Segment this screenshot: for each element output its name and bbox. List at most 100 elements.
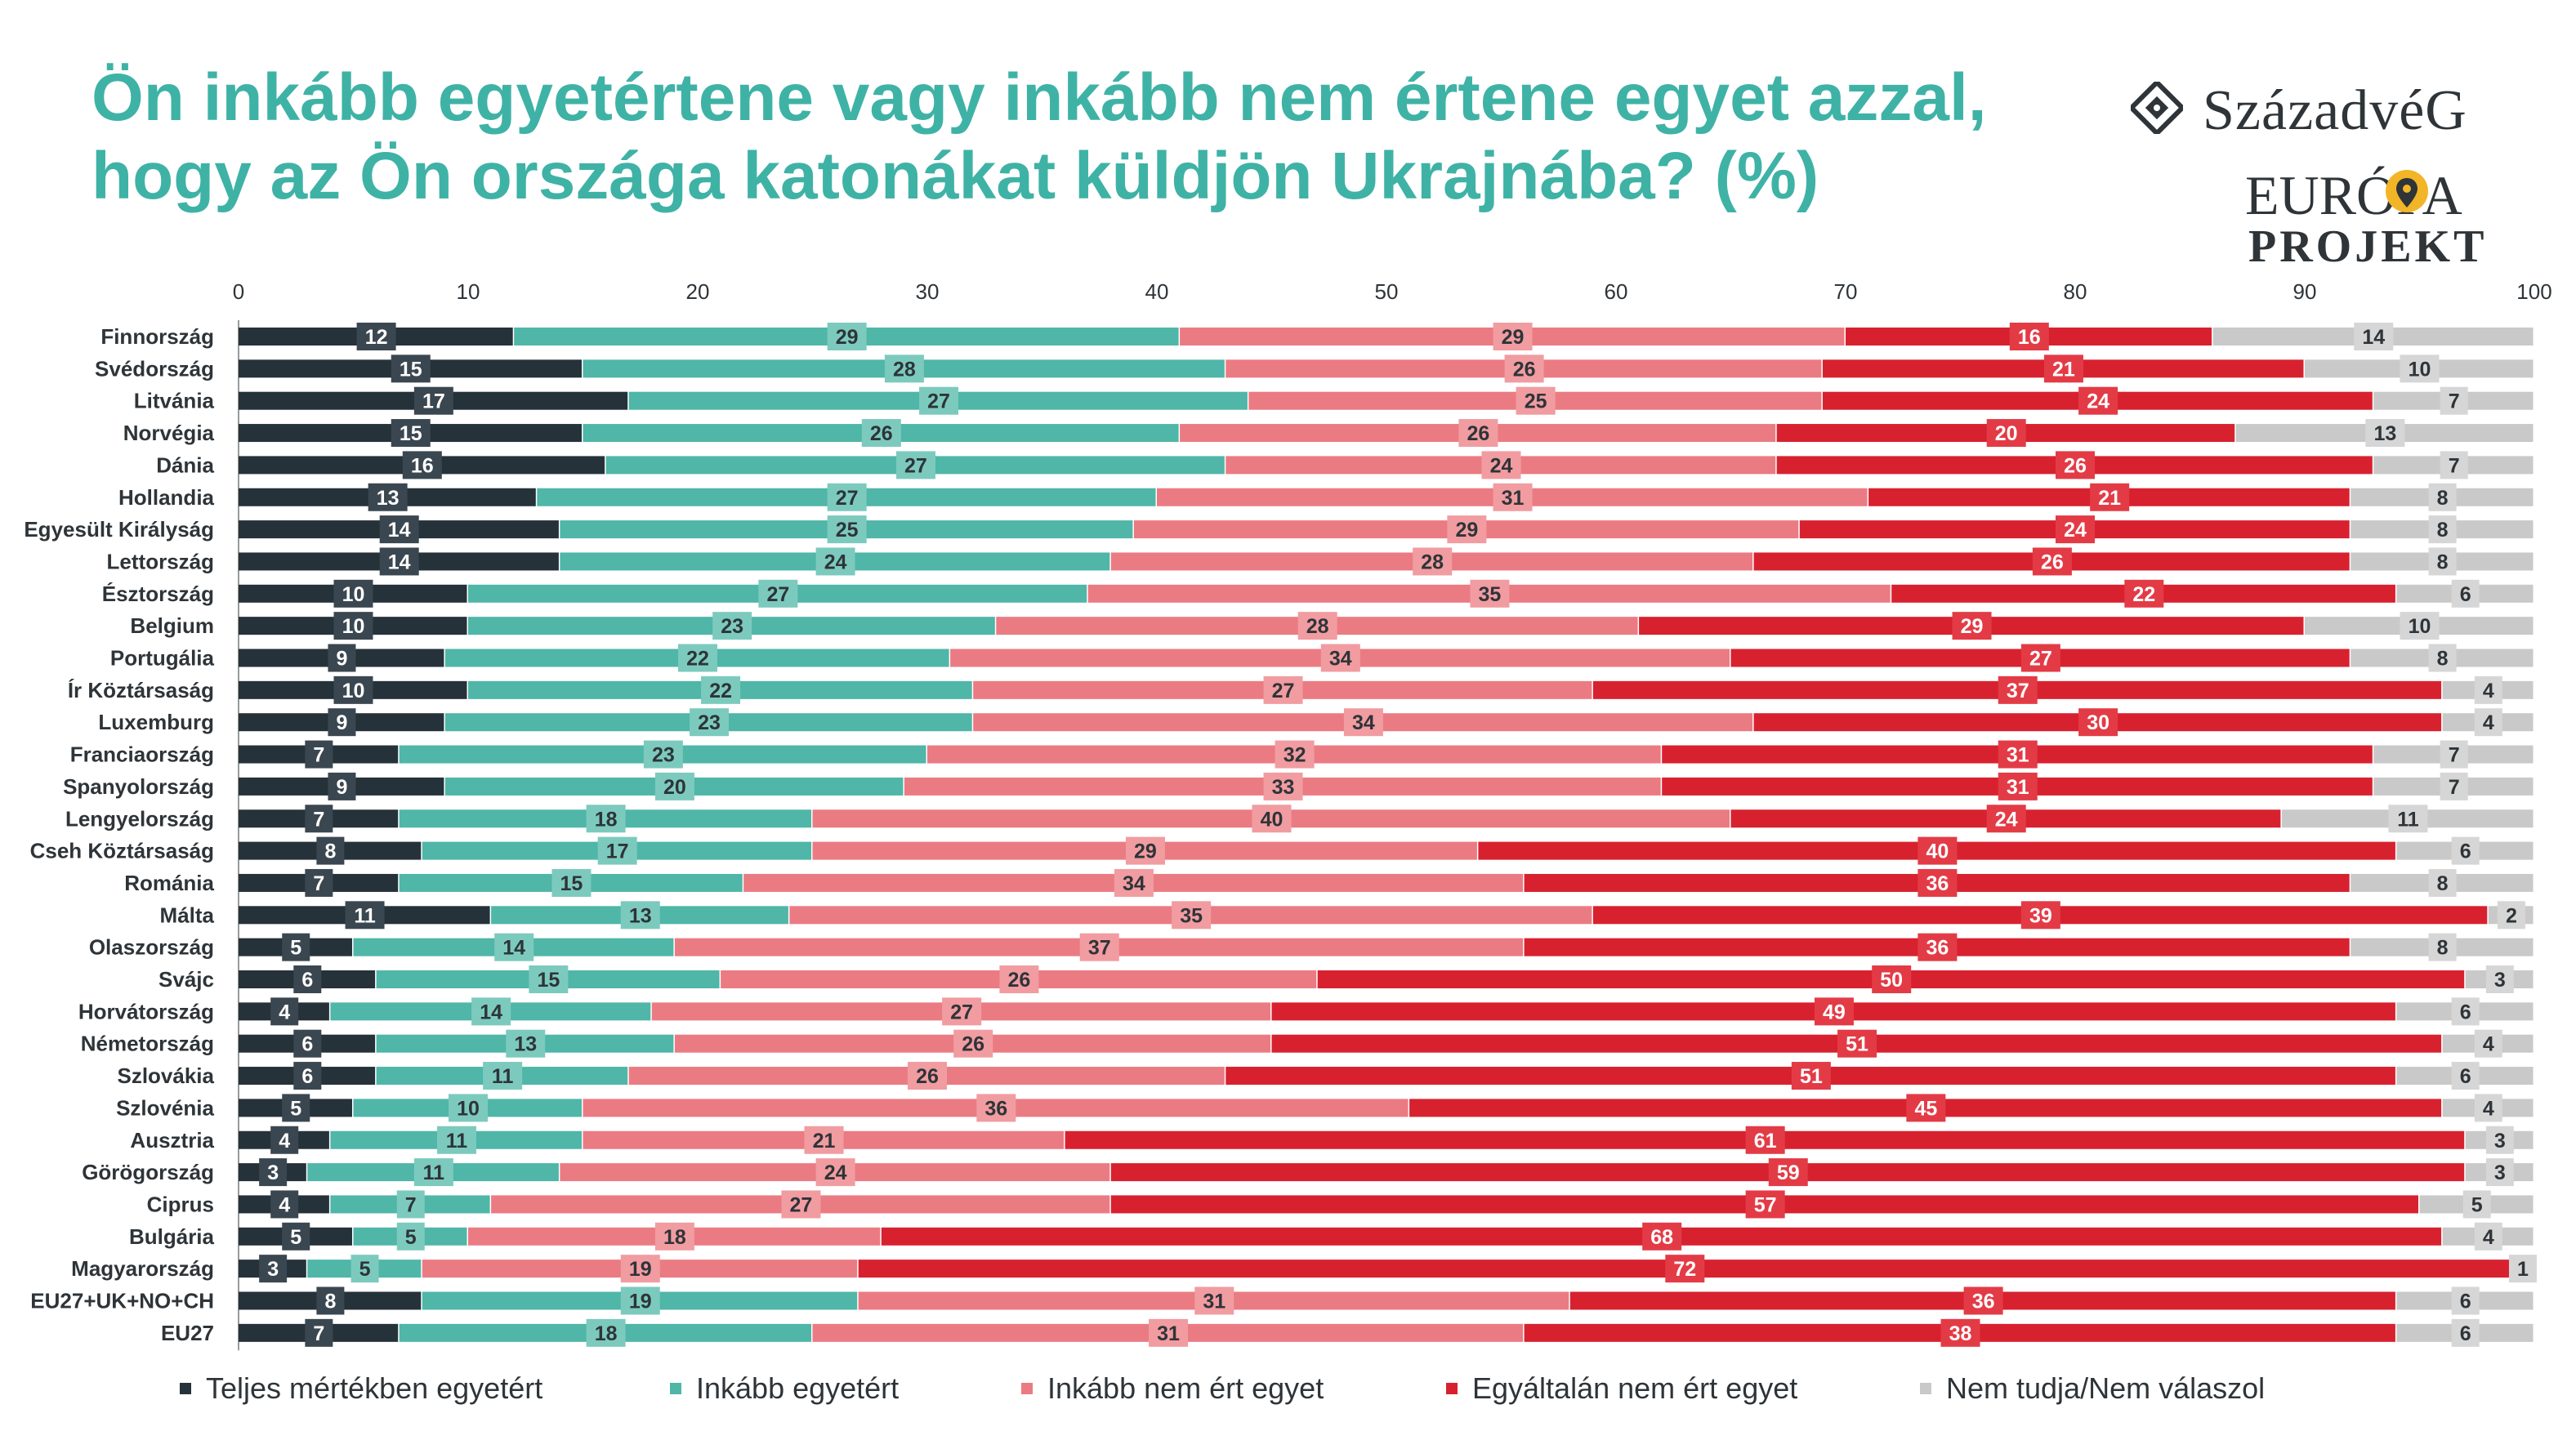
value-label: 31 — [2007, 776, 2029, 799]
value-label: 8 — [2437, 872, 2449, 895]
value-label-box — [2428, 547, 2457, 576]
legend-swatch — [180, 1383, 191, 1394]
value-label-box — [654, 1222, 694, 1251]
value-label: 6 — [2460, 1291, 2471, 1313]
value-label: 14 — [480, 1001, 502, 1023]
value-label-box — [293, 965, 322, 993]
value-label-box — [908, 1062, 947, 1090]
value-label-box — [701, 675, 741, 704]
chart-legend: Teljes mértékben egyetért Inkább egyetér… — [180, 1368, 2549, 1417]
value-label-box — [270, 997, 299, 1026]
value-label-box — [1814, 997, 1854, 1026]
value-label: 10 — [2409, 615, 2431, 638]
value-label: 49 — [1823, 1001, 1846, 1023]
x-tick-label: 90 — [2293, 279, 2317, 304]
value-label-box — [1998, 675, 2038, 704]
value-label: 25 — [1525, 390, 1547, 413]
value-label-box — [333, 579, 373, 608]
value-label-box — [305, 805, 333, 833]
value-label-box — [402, 451, 442, 479]
value-label-box — [391, 419, 431, 448]
value-label-box — [2400, 612, 2440, 640]
value-label: 26 — [870, 422, 893, 445]
value-label-box — [2400, 354, 2440, 383]
value-label-box — [2451, 1062, 2480, 1090]
category-label: Litvánia — [134, 389, 215, 413]
value-label-box — [2485, 1158, 2514, 1187]
value-label: 7 — [313, 744, 324, 767]
value-label-box — [1252, 805, 1292, 833]
value-label-box — [884, 354, 924, 383]
value-label-box — [781, 1190, 821, 1219]
value-label-box — [1940, 1318, 1980, 1347]
value-label: 22 — [686, 648, 709, 671]
value-label-box — [804, 1126, 844, 1154]
value-label-box — [1493, 483, 1533, 511]
legend-item-teljes: Teljes mértékben egyetért — [180, 1368, 542, 1409]
value-label-box — [529, 965, 569, 993]
category-label: Ciprus — [147, 1192, 214, 1216]
value-label-box — [2451, 1286, 2480, 1315]
value-label: 6 — [2460, 1065, 2471, 1088]
category-label: Svédország — [95, 356, 214, 381]
value-label: 6 — [301, 1065, 313, 1088]
value-label: 5 — [290, 937, 301, 960]
value-label-box — [586, 805, 626, 833]
value-label-box — [2043, 354, 2083, 383]
chart-title: Ön inkább egyetértene vagy inkább nem ér… — [92, 59, 2093, 216]
value-label: 29 — [1961, 615, 1984, 638]
value-label-box — [976, 1094, 1016, 1122]
value-label-box — [1320, 644, 1360, 672]
value-label: 27 — [1272, 680, 1295, 702]
value-label: 31 — [2007, 744, 2029, 767]
value-label: 25 — [836, 519, 859, 542]
value-label: 6 — [2460, 840, 2471, 863]
value-label-box — [328, 644, 356, 672]
value-label: 4 — [279, 1001, 290, 1023]
value-label: 28 — [893, 358, 916, 381]
value-label-box — [305, 868, 333, 897]
x-tick-label: 50 — [1375, 279, 1399, 304]
value-label: 27 — [927, 390, 950, 413]
value-label-box — [328, 708, 356, 737]
value-label-box — [2440, 451, 2468, 479]
value-label-box — [1768, 1158, 1808, 1187]
value-label: 12 — [365, 326, 388, 349]
value-label-box — [586, 1318, 626, 1347]
value-label: 3 — [2494, 1161, 2506, 1184]
value-label: 40 — [1926, 840, 1949, 863]
value-label-box — [270, 1126, 299, 1154]
value-label-box — [1125, 836, 1165, 865]
value-label-box — [2428, 868, 2457, 897]
value-label: 27 — [950, 1001, 973, 1023]
category-label: Németország — [81, 1032, 214, 1056]
value-label: 8 — [324, 840, 336, 863]
value-label-box — [1413, 547, 1453, 576]
category-label: Észtország — [102, 582, 214, 606]
value-label-box — [1745, 1126, 1785, 1154]
value-label-box — [293, 1029, 322, 1058]
value-label: 22 — [2132, 583, 2155, 606]
value-label: 21 — [813, 1130, 836, 1153]
category-label: Belgium — [130, 613, 214, 638]
value-label-box — [2474, 675, 2502, 704]
value-label: 24 — [1490, 454, 1513, 477]
value-label-box — [1998, 772, 2038, 800]
category-label: Egyesült Királyság — [24, 517, 214, 542]
value-label-box — [483, 1062, 523, 1090]
value-label-box — [1493, 323, 1533, 350]
value-label-box — [2474, 708, 2502, 737]
value-label: 8 — [324, 1291, 336, 1313]
value-label-box — [2388, 805, 2428, 833]
value-label-box — [2020, 644, 2060, 672]
value-label: 1 — [2517, 1258, 2529, 1281]
value-label-box — [282, 1094, 310, 1122]
value-label: 24 — [824, 551, 847, 573]
value-label: 27 — [766, 583, 789, 606]
legend-label: Nem tudja/Nem válaszol — [1946, 1371, 2266, 1405]
x-tick-label: 60 — [1605, 279, 1628, 304]
value-label: 31 — [1157, 1322, 1180, 1345]
value-label: 4 — [2483, 680, 2494, 702]
diamond-logo-icon — [2131, 82, 2183, 134]
value-label: 7 — [405, 1193, 417, 1216]
